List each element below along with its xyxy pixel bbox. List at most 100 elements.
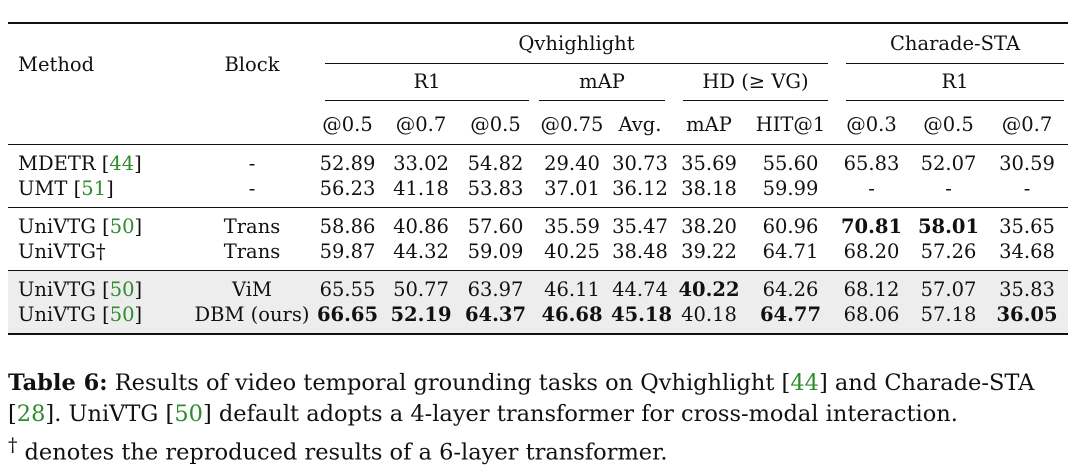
method-name: UniVTG — [18, 303, 96, 326]
value-cell: 64.77 — [749, 302, 832, 334]
value-cell: 52.07 — [911, 144, 986, 176]
value-cell: 54.82 — [458, 144, 533, 176]
r1-header: R1 — [311, 66, 533, 104]
value-cell: 33.02 — [384, 144, 458, 176]
citation-link[interactable]: 44 — [109, 152, 135, 175]
value-cell: 53.83 — [467, 177, 524, 200]
value-cell: 45.18 — [611, 302, 672, 334]
caption-text-4: ] default adopts a 4-layer transformer f… — [202, 401, 958, 427]
value-cell: 35.65 — [986, 207, 1069, 239]
value-cell: 63.97 — [458, 270, 533, 302]
value-cell: - — [1023, 177, 1031, 200]
subcol-header: @0.7 — [1001, 112, 1053, 136]
value-cell: 57.26 — [920, 240, 977, 263]
method-cell: UniVTG [50] — [8, 270, 193, 302]
citation-link[interactable]: 50 — [109, 215, 135, 238]
caption-cite-44[interactable]: 44 — [790, 370, 819, 396]
value-cell: 56.23 — [319, 177, 376, 200]
table-row: UniVTG [50] ViM 65.55 50.77 63.97 46.11 44.74 4… — [8, 270, 1069, 302]
value-cell: 66.65 — [311, 302, 384, 334]
value-cell: 40.18 — [669, 302, 749, 334]
value-cell: 60.96 — [749, 207, 832, 239]
method-name: MDETR — [18, 152, 96, 175]
method-cell: UniVTG† — [8, 239, 193, 271]
results-table: Method Block Qvhighlight Charade-STA R1 … — [8, 22, 1069, 335]
subcol-header: Avg. — [618, 112, 662, 136]
value-cell: 58.01 — [911, 207, 986, 239]
value-cell: 55.60 — [749, 144, 832, 176]
value-cell: 44.32 — [393, 240, 449, 263]
value-cell: 36.05 — [986, 302, 1069, 334]
value-cell: 35.83 — [986, 270, 1069, 302]
block-cell: - — [193, 144, 311, 176]
header-row-1: Method Block Qvhighlight Charade-STA — [8, 23, 1069, 76]
citation-link[interactable]: 50 — [109, 303, 135, 326]
value-cell: 38.20 — [669, 207, 749, 239]
value-cell: 36.12 — [612, 177, 668, 200]
map-header: mAP — [533, 66, 669, 104]
value-cell: 57.60 — [458, 207, 533, 239]
value-cell: 65.83 — [832, 144, 911, 176]
value-cell: 30.59 — [986, 144, 1069, 176]
value-cell: 37.01 — [544, 177, 600, 200]
value-cell: 39.22 — [681, 240, 737, 263]
value-cell: 40.25 — [544, 240, 600, 263]
subcol-header: @0.7 — [395, 112, 447, 136]
citation-link[interactable]: 50 — [109, 278, 135, 301]
value-cell: 59.99 — [762, 177, 819, 200]
value-cell: 68.06 — [832, 302, 911, 334]
value-cell: 35.47 — [611, 207, 669, 239]
value-cell: 46.11 — [533, 270, 611, 302]
table-caption: Table 6: Results of video temporal groun… — [8, 368, 1072, 469]
method-header: Method — [18, 52, 95, 76]
subcol-header: @0.5 — [322, 112, 373, 136]
value-cell: 64.71 — [762, 240, 819, 263]
value-cell: 38.48 — [612, 240, 668, 263]
subcol-header: mAP — [686, 112, 732, 136]
subcol-header: @0.5 — [470, 112, 521, 136]
method-cell: UniVTG [50] — [8, 207, 193, 239]
value-cell: 35.69 — [669, 144, 749, 176]
charade-r1-header: R1 — [832, 66, 1068, 104]
value-cell: 58.86 — [311, 207, 384, 239]
subcol-header: @0.3 — [846, 112, 897, 136]
header-row-2: R1 mAP HD (≥ VG) R1 — [8, 66, 1068, 104]
value-cell: 34.68 — [999, 240, 1055, 263]
block-cell: DBM (ours) — [193, 302, 311, 334]
value-cell: 46.68 — [533, 302, 611, 334]
value-cell: 40.86 — [384, 207, 458, 239]
qvhighlight-header: Qvhighlight — [311, 23, 832, 66]
caption-cite-50[interactable]: 50 — [174, 401, 203, 427]
table-row: UniVTG† Trans 59.87 44.32 59.09 40.25 38.48 39.… — [8, 239, 1068, 271]
value-cell: 30.73 — [611, 144, 669, 176]
method-name: UniVTG — [18, 278, 96, 301]
value-cell: 68.12 — [832, 270, 911, 302]
value-cell: - — [945, 177, 952, 200]
value-cell: 59.09 — [467, 240, 524, 263]
method-cell: UMT [51] — [18, 177, 114, 200]
caption-text-1: Results of video temporal grounding task… — [107, 370, 791, 396]
table-row: UMT [51] - 56.23 41.18 53.83 37.01 36.12 38.18 5… — [8, 176, 1068, 208]
block-cell: ViM — [193, 270, 311, 302]
value-cell: 64.37 — [458, 302, 533, 334]
value-cell: 41.18 — [393, 177, 449, 200]
charade-header: Charade-STA — [832, 23, 1068, 66]
method-cell: UniVTG [50] — [8, 302, 193, 334]
value-cell: 68.20 — [843, 240, 900, 263]
caption-label: Table 6: — [8, 370, 108, 396]
caption-text-5: denotes the reproduced results of a 6-la… — [17, 439, 668, 466]
citation-link[interactable]: 51 — [81, 177, 107, 200]
caption-dagger: † — [8, 435, 18, 456]
subcol-header: HIT@1 — [755, 112, 826, 136]
results-table-container: Method Block Qvhighlight Charade-STA R1 … — [8, 22, 1069, 335]
caption-cite-28[interactable]: 28 — [16, 401, 46, 427]
method-name: UMT — [18, 177, 68, 200]
value-cell: 57.07 — [911, 270, 986, 302]
value-cell: 50.77 — [384, 270, 458, 302]
method-cell: MDETR [44] — [8, 144, 193, 176]
value-cell: - — [868, 177, 875, 200]
value-cell: 29.40 — [533, 144, 611, 176]
value-cell: 65.55 — [311, 270, 384, 302]
method-name: UniVTG — [18, 215, 96, 238]
value-cell: 40.22 — [669, 270, 749, 302]
